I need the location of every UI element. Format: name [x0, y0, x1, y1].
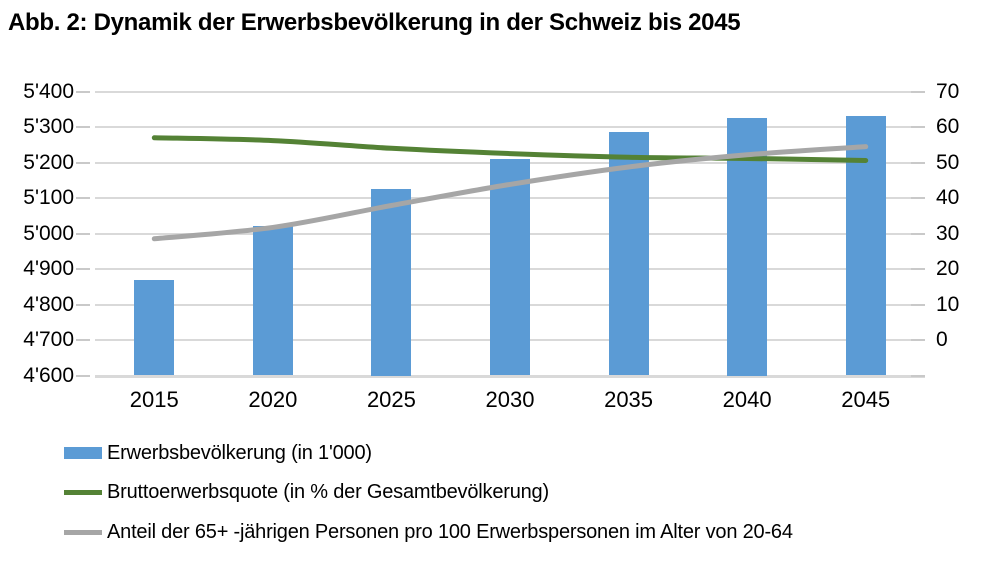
left-axis-tick [76, 90, 90, 93]
legend-item: Anteil der 65+ -jährigen Personen pro 10… [64, 520, 793, 544]
legend-swatch-line [64, 490, 102, 495]
legend-item: Erwerbsbevölkerung (in 1'000) [64, 441, 372, 465]
bar-2030 [490, 158, 530, 376]
h-gridline [95, 374, 925, 378]
x-axis-label-2035: 2035 [604, 387, 654, 412]
x-axis-label-2040: 2040 [722, 387, 772, 412]
right-axis-tick [911, 268, 925, 270]
x-axis-label-2030: 2030 [485, 387, 535, 412]
left-axis-tick-label: 4'700 [23, 328, 74, 351]
legend-label: Bruttoerwerbsquote (in % der Gesamtbevöl… [107, 481, 549, 503]
right-axis-tick [911, 232, 925, 235]
left-axis-tick [76, 268, 90, 270]
right-axis-tick [911, 339, 925, 341]
right-axis-tick-label: 60 [936, 115, 960, 138]
left-axis-tick [76, 339, 90, 341]
bruttoerwerbsquote-line [151, 135, 869, 163]
left-axis-tick-label: 5'100 [23, 186, 74, 209]
left-axis-tick-label: 4'800 [23, 292, 74, 316]
left-axis-tick [76, 161, 90, 164]
anteil-65plus-line [151, 144, 869, 242]
left-axis-tick-label: 5'000 [23, 221, 74, 245]
legend-label: Anteil der 65+ -jährigen Personen pro 10… [107, 520, 793, 543]
right-axis-tick-label: 10 [936, 292, 960, 316]
right-axis-tick-label: 50 [936, 150, 960, 174]
left-axis-tick-label: 5'200 [23, 150, 74, 174]
x-axis-label-2015: 2015 [129, 387, 179, 412]
right-axis-tick-label: 40 [936, 186, 960, 209]
left-axis-tick [76, 197, 90, 199]
left-axis-tick [76, 374, 90, 377]
legend-item: Bruttoerwerbsquote (in % der Gesamtbevöl… [64, 481, 549, 505]
legend-swatch-line [64, 529, 102, 535]
x-axis-label-2025: 2025 [366, 387, 416, 412]
left-axis-tick-label: 4'600 [23, 363, 74, 387]
chart-title: Abb. 2: Dynamik der Erwerbsbevölkerung i… [8, 9, 741, 36]
right-axis-tick [911, 197, 925, 199]
left-axis-tick [76, 232, 90, 235]
h-gridline [95, 90, 925, 93]
left-axis-tick-label: 5'400 [23, 79, 74, 103]
x-axis-label-2020: 2020 [248, 387, 298, 412]
right-axis-tick-label: 0 [936, 328, 948, 351]
bar-2015 [134, 279, 175, 376]
bar-2020 [252, 226, 293, 376]
left-axis-tick [76, 303, 90, 306]
right-axis-tick-label: 20 [936, 257, 960, 280]
left-axis-tick-label: 4'900 [23, 257, 74, 280]
left-axis-tick-label: 5'300 [23, 115, 74, 138]
right-axis-tick [911, 161, 925, 164]
right-axis-tick [911, 374, 925, 377]
x-axis-label-2045: 2045 [841, 387, 891, 412]
left-axis-tick [76, 126, 90, 128]
right-axis-tick-label: 70 [936, 79, 960, 103]
right-axis-tick [911, 126, 925, 128]
legend-swatch-bar [64, 447, 102, 459]
bar-2035 [608, 132, 649, 376]
right-axis-tick [911, 303, 925, 306]
bar-2025 [371, 189, 412, 376]
right-axis-tick [911, 90, 925, 93]
right-axis-tick-label: 30 [936, 221, 960, 245]
h-gridline [95, 126, 925, 128]
legend-label: Erwerbsbevölkerung (in 1'000) [107, 441, 372, 464]
